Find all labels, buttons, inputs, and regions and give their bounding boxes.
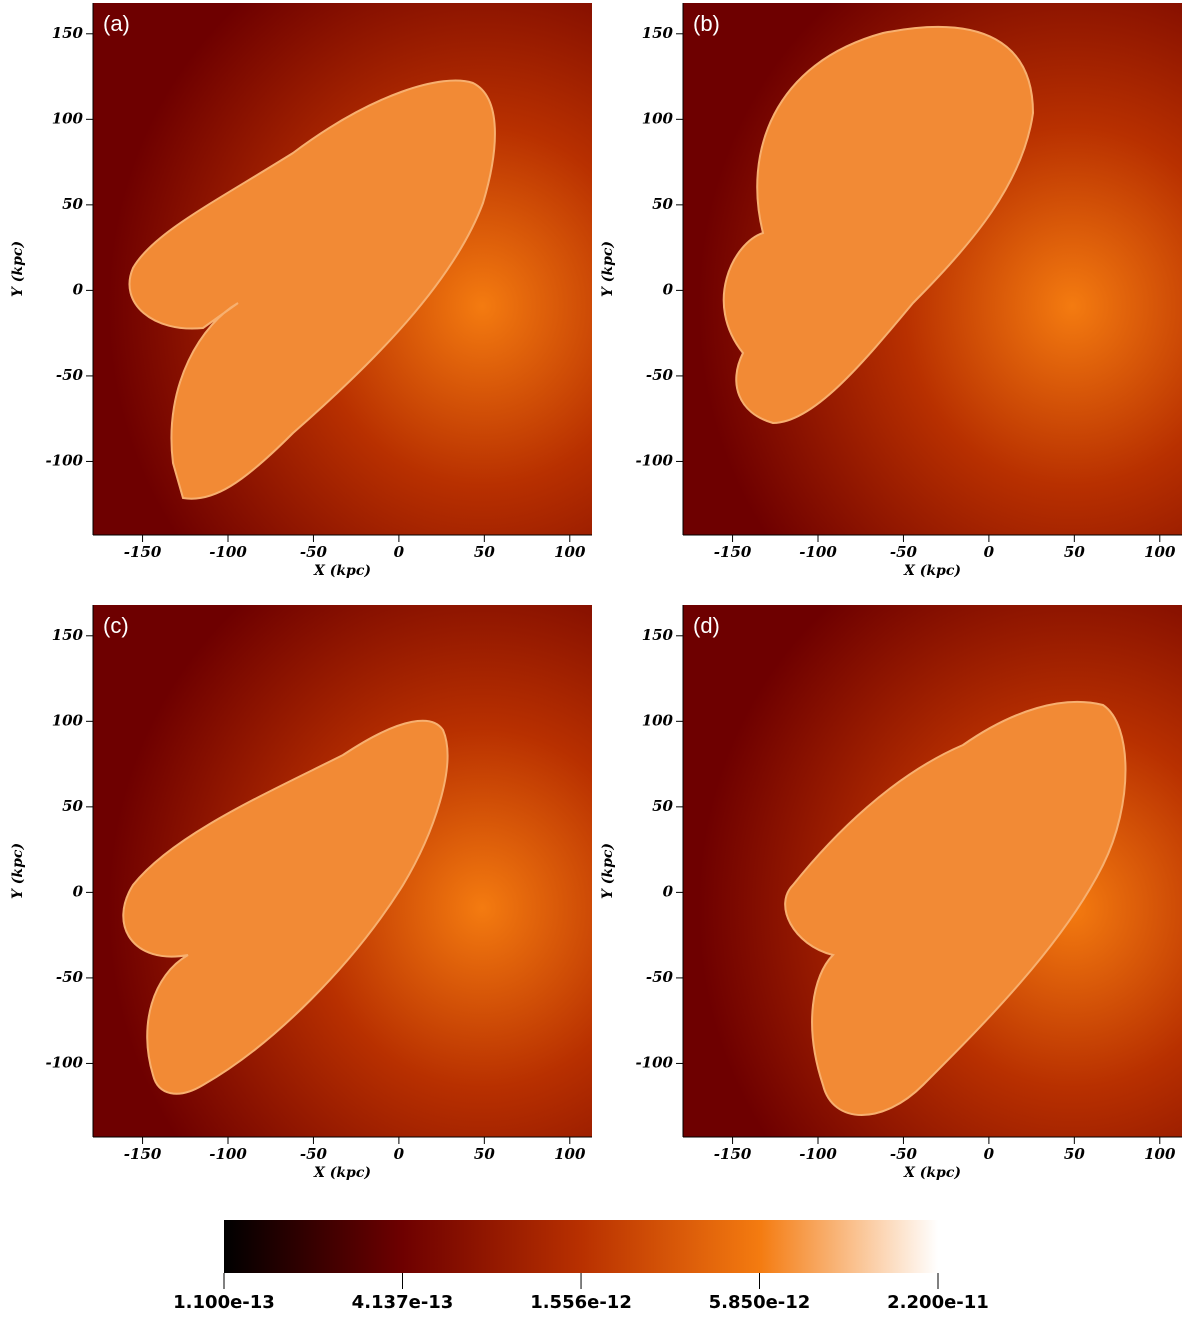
y-tick-label: -50 bbox=[56, 968, 84, 986]
colorbar-tick-label: 5.850e-12 bbox=[709, 1292, 811, 1313]
y-tick-label: 150 bbox=[642, 626, 674, 644]
y-tick-label: 50 bbox=[652, 195, 673, 213]
y-tick-label: 100 bbox=[642, 109, 674, 127]
x-axis-label: X (kpc) bbox=[313, 1165, 371, 1181]
y-tick-label: 50 bbox=[652, 797, 673, 815]
panel-label: (a) bbox=[103, 11, 130, 36]
x-tick-label: -150 bbox=[714, 1145, 752, 1163]
x-tick-label: -150 bbox=[124, 1145, 162, 1163]
y-tick-label: 100 bbox=[642, 711, 674, 729]
x-tick-label: 0 bbox=[984, 1145, 995, 1163]
y-tick-label: -100 bbox=[635, 451, 673, 469]
x-tick-label: 50 bbox=[1064, 1145, 1085, 1163]
x-axis-label: X (kpc) bbox=[903, 563, 961, 579]
x-tick-label: -100 bbox=[799, 1145, 837, 1163]
y-tick-label: 50 bbox=[62, 195, 83, 213]
y-tick-label: 0 bbox=[73, 280, 84, 298]
y-axis-label: Y (kpc) bbox=[600, 843, 616, 899]
y-tick-label: 100 bbox=[52, 109, 84, 127]
x-tick-label: -100 bbox=[209, 543, 247, 561]
y-tick-label: -100 bbox=[45, 451, 83, 469]
x-axis-label: X (kpc) bbox=[903, 1165, 961, 1181]
x-tick-label: -100 bbox=[799, 543, 837, 561]
colorbar-tick-label: 2.200e-11 bbox=[887, 1292, 989, 1313]
x-tick-label: -100 bbox=[209, 1145, 247, 1163]
jet-cocoon bbox=[128, 79, 496, 500]
jet-cocoon bbox=[122, 719, 449, 1095]
x-tick-label: 0 bbox=[984, 543, 995, 561]
panel: (a) -150 -100 -50 0 50 100 -100 -50 0 50 100 150 X (k… bbox=[10, 3, 592, 579]
colorbar-tick-label: 1.556e-12 bbox=[530, 1292, 632, 1313]
colorbar-tick-label: 4.137e-13 bbox=[352, 1292, 454, 1313]
x-tick-label: -150 bbox=[714, 543, 752, 561]
x-tick-label: -50 bbox=[890, 1145, 918, 1163]
x-axis-label: X (kpc) bbox=[313, 563, 371, 579]
x-tick-label: 100 bbox=[1144, 1145, 1176, 1163]
panel: (d) -150 -100 -50 0 50 100 -100 -50 0 50 100 150 X (k… bbox=[600, 605, 1182, 1181]
panel-label: (b) bbox=[693, 11, 720, 36]
panel: (b) -150 -100 -50 0 50 100 -100 -50 0 50 100 150 X (k… bbox=[600, 3, 1182, 579]
x-tick-label: 100 bbox=[554, 543, 586, 561]
x-tick-label: 0 bbox=[394, 543, 405, 561]
x-tick-label: -50 bbox=[300, 543, 328, 561]
y-tick-label: 0 bbox=[663, 882, 674, 900]
y-tick-label: -50 bbox=[646, 366, 674, 384]
y-tick-label: -100 bbox=[635, 1053, 673, 1071]
panel: (c) -150 -100 -50 0 50 100 -100 -50 0 50 100 150 X (k… bbox=[10, 605, 592, 1181]
y-tick-label: -100 bbox=[45, 1053, 83, 1071]
x-tick-label: -50 bbox=[890, 543, 918, 561]
y-axis-label: Y (kpc) bbox=[600, 241, 616, 297]
y-tick-label: -50 bbox=[56, 366, 84, 384]
jet-cocoon bbox=[784, 701, 1127, 1116]
y-tick-label: 150 bbox=[52, 24, 84, 42]
y-axis-label: Y (kpc) bbox=[10, 241, 26, 297]
y-tick-label: 0 bbox=[73, 882, 84, 900]
y-tick-label: -50 bbox=[646, 968, 674, 986]
x-tick-label: 100 bbox=[554, 1145, 586, 1163]
y-tick-label: 0 bbox=[663, 280, 674, 298]
x-tick-label: 50 bbox=[474, 1145, 495, 1163]
x-tick-label: -150 bbox=[124, 543, 162, 561]
y-tick-label: 50 bbox=[62, 797, 83, 815]
x-tick-label: 100 bbox=[1144, 543, 1176, 561]
x-tick-label: -50 bbox=[300, 1145, 328, 1163]
colorbar-tick-label: 1.100e-13 bbox=[173, 1292, 275, 1313]
y-tick-label: 150 bbox=[52, 626, 84, 644]
panel-label: (c) bbox=[103, 613, 129, 638]
y-tick-label: 150 bbox=[642, 24, 674, 42]
x-tick-label: 50 bbox=[474, 543, 495, 561]
y-axis-label: Y (kpc) bbox=[10, 843, 26, 899]
x-tick-label: 50 bbox=[1064, 543, 1085, 561]
x-tick-label: 0 bbox=[394, 1145, 405, 1163]
jet-cocoon bbox=[722, 25, 1035, 425]
colorbar bbox=[224, 1220, 938, 1273]
y-tick-label: 100 bbox=[52, 711, 84, 729]
panel-label: (d) bbox=[693, 613, 720, 638]
